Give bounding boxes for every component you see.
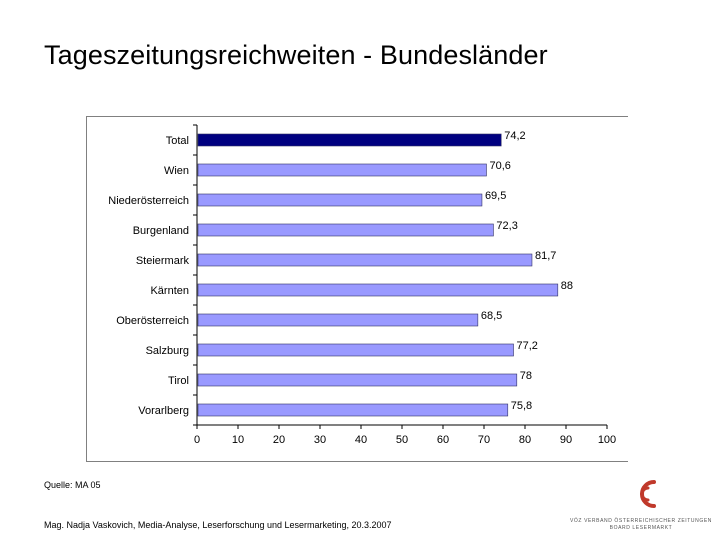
bar [197,223,494,237]
data-label: 77,2 [517,340,538,352]
logo-text: VÖZ VERBAND ÖSTERREICHISCHER ZEITUNGEN B… [570,518,712,531]
category-label: Steiermark [136,255,190,267]
bar [197,283,559,297]
bar [197,373,518,387]
bar [197,343,514,357]
category-label: Oberösterreich [116,315,189,327]
chart-frame: 0 10 20 30 40 50 60 70 80 90 100 Total 74,2 Wien 70,6 N… [86,116,628,462]
x-tick-label: 50 [396,434,408,446]
bar [197,403,509,417]
category-label: Tirol [168,375,189,387]
bar [197,163,487,177]
bar [197,313,479,327]
x-tick-label: 80 [519,434,531,446]
bar [197,193,483,207]
data-label: 70,6 [489,160,510,172]
x-tick-label: 90 [560,434,572,446]
x-tick-label: 30 [314,434,326,446]
voez-logo: VÖZ VERBAND ÖSTERREICHISCHER ZEITUNGEN B… [562,472,720,536]
category-label: Total [166,135,189,147]
data-label: 69,5 [485,190,506,202]
x-tick-label: 100 [598,434,616,446]
category-label: Burgenland [133,225,189,237]
category-label: Wien [164,165,189,177]
data-label: 68,5 [481,310,502,322]
footer-text: Mag. Nadja Vaskovich, Media-Analyse, Les… [44,520,392,530]
data-label: 81,7 [535,250,556,262]
source-note: Quelle: MA 05 [44,480,101,490]
data-label: 74,2 [504,130,525,142]
category-label: Vorarlberg [138,405,189,417]
data-label: 88 [561,280,573,292]
category-label: Kärnten [150,285,189,297]
category-label: Salzburg [146,345,189,357]
x-tick-label: 0 [194,434,200,446]
bar-chart: 0 10 20 30 40 50 60 70 80 90 100 Total 74,2 Wien 70,6 N… [108,124,616,446]
data-label: 75,8 [511,400,532,412]
category-label: Niederösterreich [108,195,189,207]
bar [197,253,533,267]
data-label: 78 [520,370,532,382]
logo-emblem-icon [640,480,656,508]
x-tick-label: 70 [478,434,490,446]
data-label: 72,3 [496,220,517,232]
x-tick-label: 10 [232,434,244,446]
bar [197,133,502,147]
page-title: Tageszeitungsreichweiten - Bundesländer [44,40,548,70]
x-tick-label: 40 [355,434,367,446]
x-tick-label: 60 [437,434,449,446]
x-tick-label: 20 [273,434,285,446]
